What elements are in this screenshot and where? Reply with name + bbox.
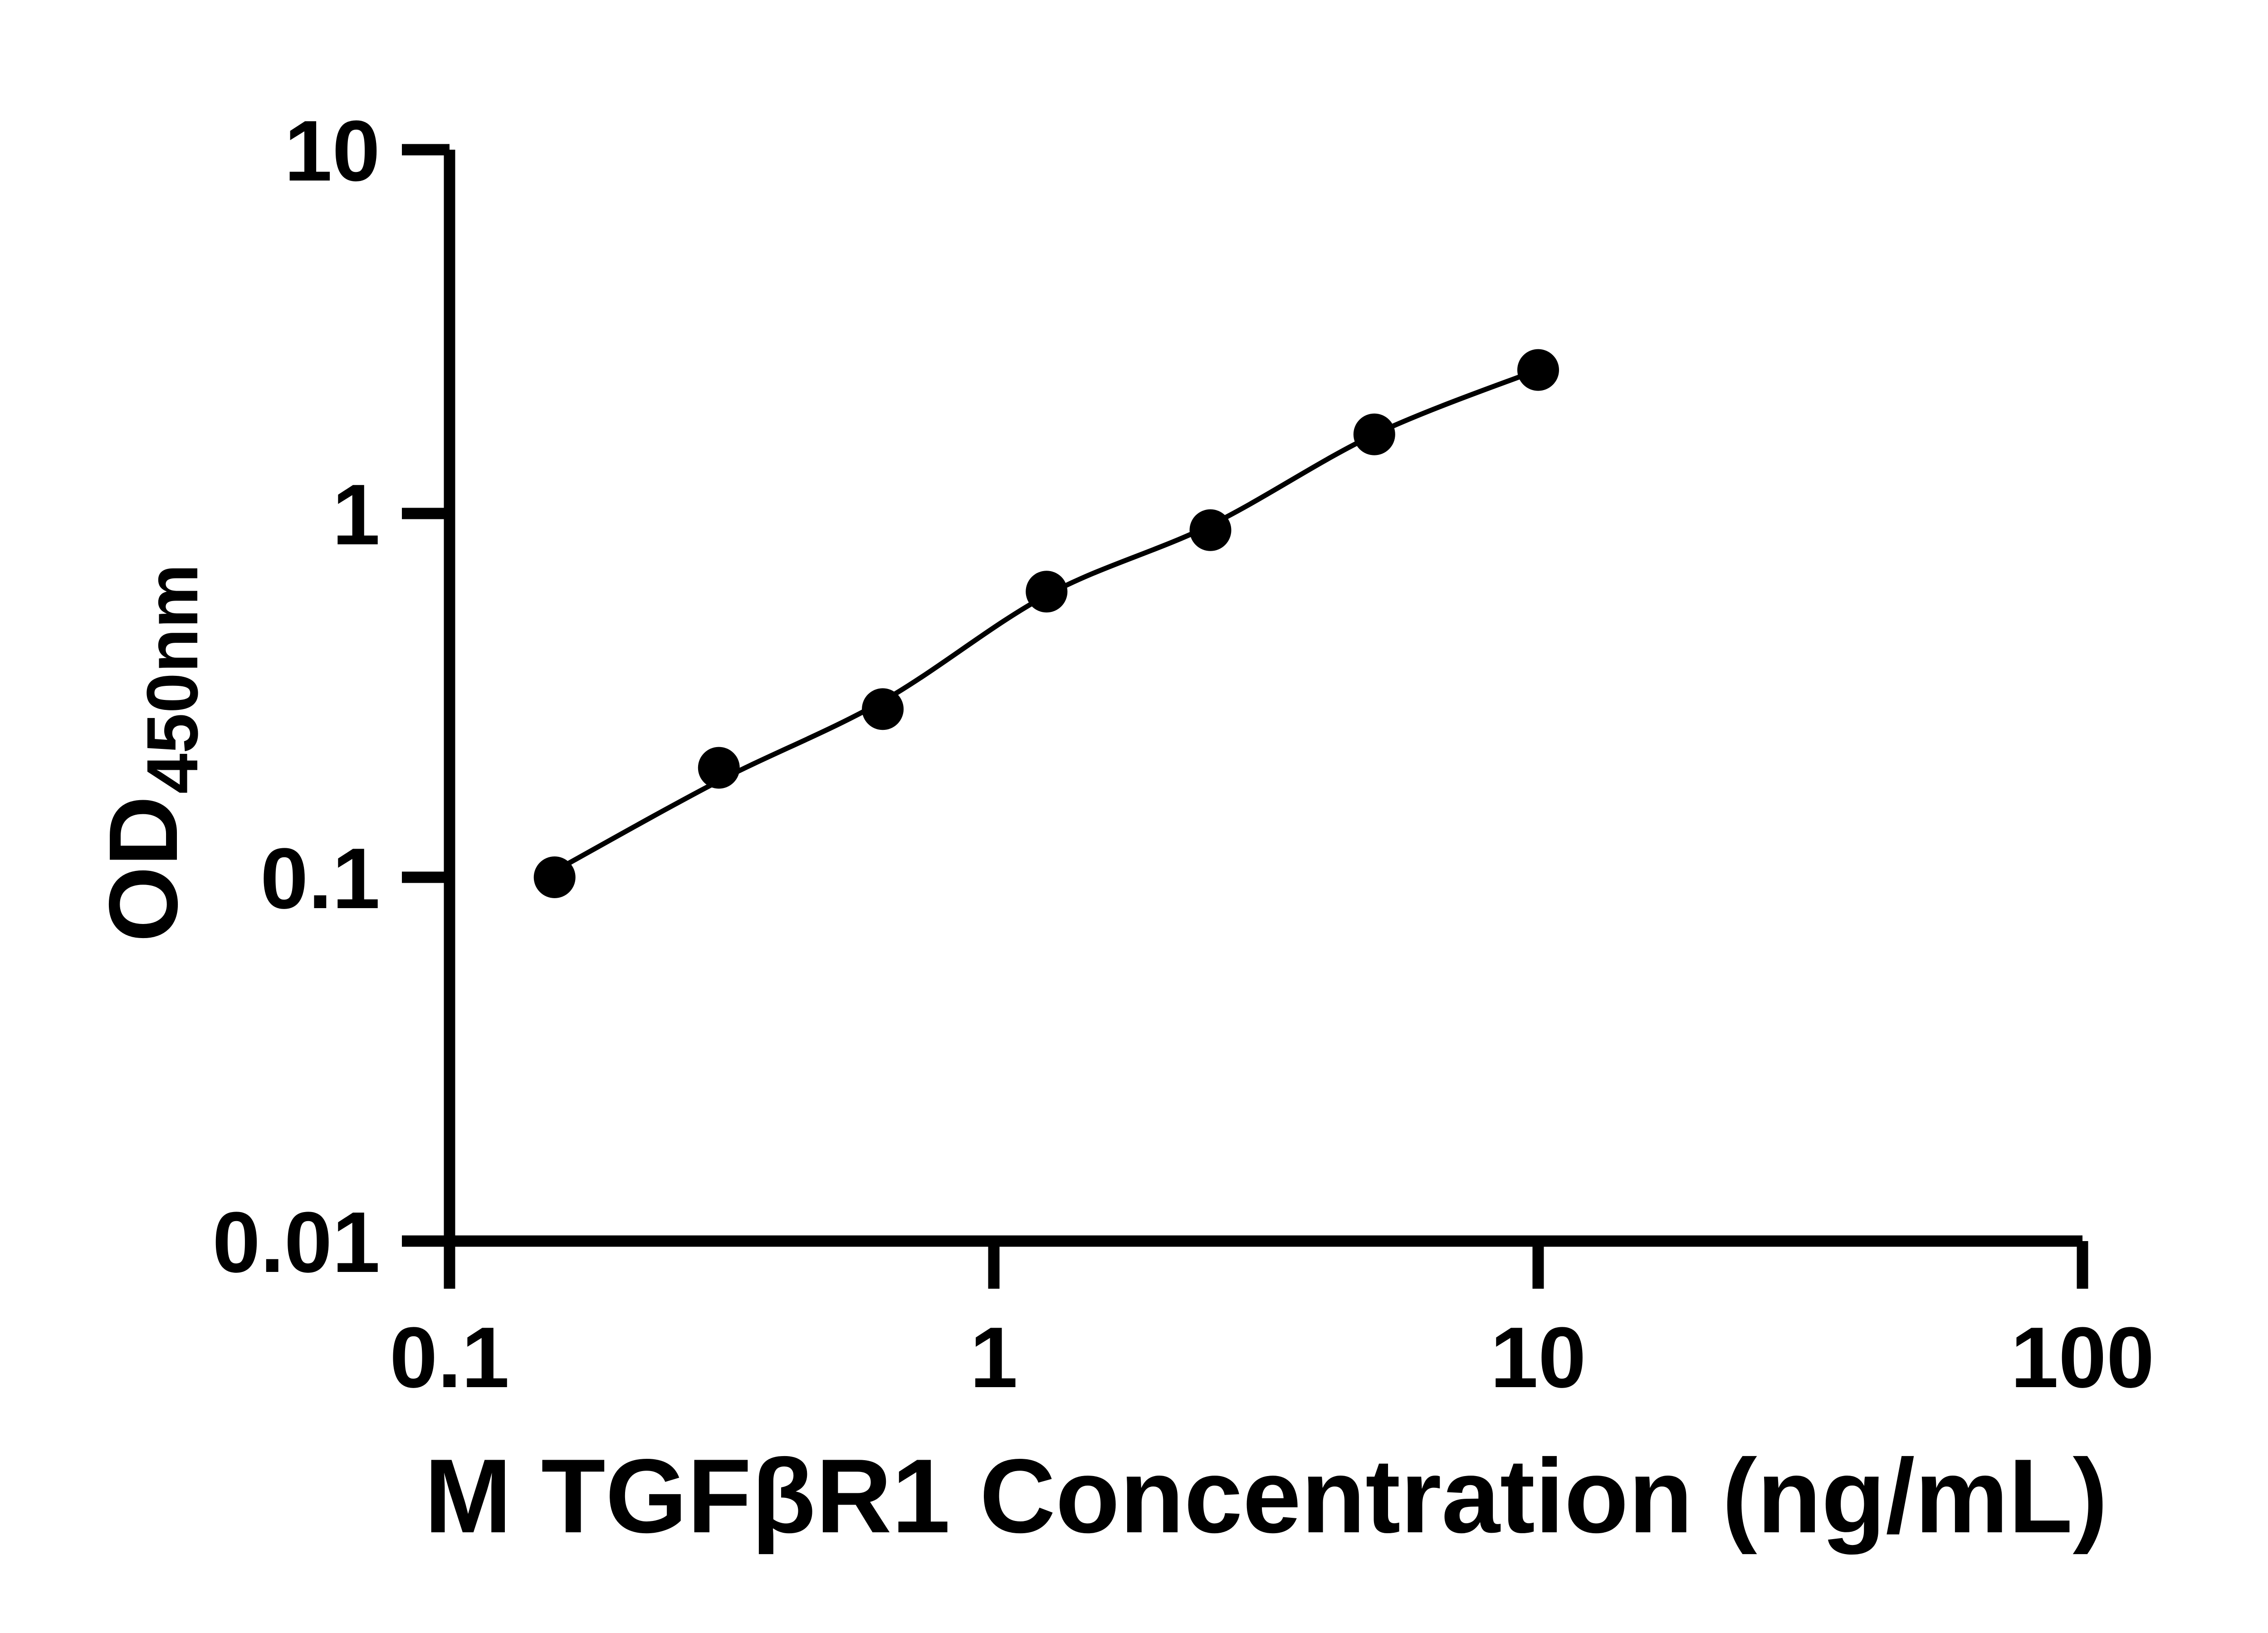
data-point-marker bbox=[1353, 413, 1395, 455]
x-tick-label: 0.1 bbox=[390, 1310, 509, 1406]
y-tick-label: 10 bbox=[284, 103, 380, 199]
y-axis-title: OD 450nm bbox=[88, 564, 213, 942]
y-axis-title-subscript: 450nm bbox=[132, 564, 213, 794]
y-axis-title-main: OD bbox=[88, 796, 198, 942]
data-point-marker bbox=[862, 688, 904, 730]
x-tick-label: 100 bbox=[2010, 1310, 2154, 1406]
x-axis-ticks: 0.1 1 10 100 bbox=[390, 1241, 2155, 1406]
x-tick-label: 10 bbox=[1490, 1310, 1586, 1406]
x-tick-label: 1 bbox=[970, 1310, 1018, 1406]
y-axis-ticks: 0.01 0.1 1 10 bbox=[212, 103, 450, 1291]
y-tick-label: 1 bbox=[332, 467, 380, 563]
y-tick-label: 0.01 bbox=[212, 1194, 380, 1291]
y-tick-label: 0.1 bbox=[260, 831, 380, 927]
data-point-marker bbox=[1026, 571, 1068, 613]
x-axis-title: M TGFβR1 Concentration (ng/mL) bbox=[424, 1437, 2108, 1555]
data-points bbox=[533, 349, 1559, 898]
data-point-marker bbox=[533, 856, 576, 898]
data-point-marker bbox=[1517, 349, 1559, 391]
axes-lines bbox=[444, 150, 2082, 1247]
data-point-marker bbox=[1189, 509, 1232, 551]
data-point-marker bbox=[698, 747, 740, 789]
